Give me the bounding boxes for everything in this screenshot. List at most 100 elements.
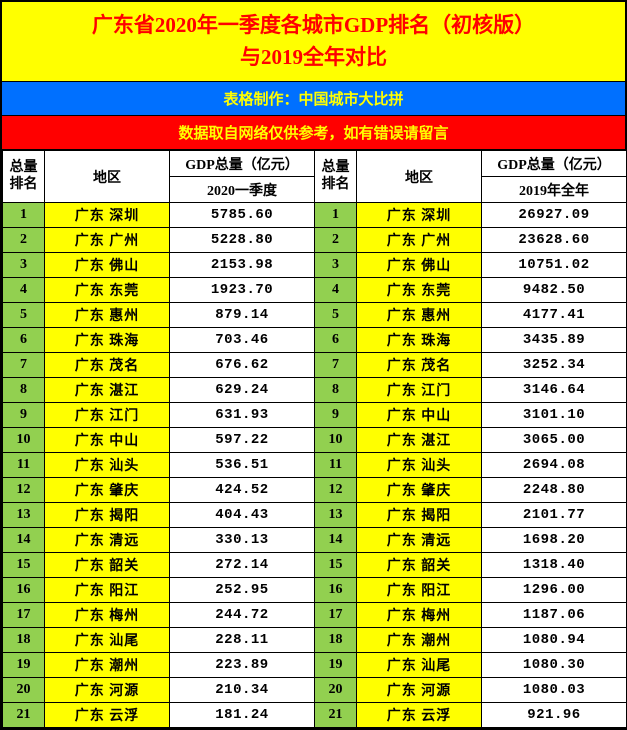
region-cell-right: 广东 揭阳 — [357, 503, 482, 528]
title-line-2: 与2019全年对比 — [6, 42, 621, 74]
region-cell-right: 广东 汕尾 — [357, 653, 482, 678]
gdp-cell-left: 2153.98 — [170, 253, 315, 278]
table-row: 16广东 阳江252.9516广东 阳江1296.00 — [3, 578, 627, 603]
rank-cell-left: 17 — [3, 603, 45, 628]
region-cell-left: 广东 佛山 — [45, 253, 170, 278]
header-period-right: 2019年全年 — [482, 177, 627, 203]
header-period-left: 2020一季度 — [170, 177, 315, 203]
rank-cell-right: 5 — [315, 303, 357, 328]
rank-cell-left: 1 — [3, 203, 45, 228]
gdp-cell-left: 181.24 — [170, 703, 315, 728]
header-region-right: 地区 — [357, 151, 482, 203]
region-cell-left: 广东 惠州 — [45, 303, 170, 328]
gdp-cell-left: 536.51 — [170, 453, 315, 478]
region-cell-left: 广东 汕头 — [45, 453, 170, 478]
region-cell-left: 广东 阳江 — [45, 578, 170, 603]
region-cell-right: 广东 韶关 — [357, 553, 482, 578]
maker-row: 表格制作：中国城市大比拼 — [2, 82, 625, 116]
rank-cell-left: 9 — [3, 403, 45, 428]
table-row: 10广东 中山597.2210广东 湛江3065.00 — [3, 428, 627, 453]
rank-cell-left: 7 — [3, 353, 45, 378]
rank-cell-left: 20 — [3, 678, 45, 703]
gdp-cell-left: 1923.70 — [170, 278, 315, 303]
region-cell-right: 广东 阳江 — [357, 578, 482, 603]
rank-cell-right: 14 — [315, 528, 357, 553]
table-row: 12广东 肇庆424.5212广东 肇庆2248.80 — [3, 478, 627, 503]
gdp-cell-right: 3065.00 — [482, 428, 627, 453]
gdp-cell-left: 703.46 — [170, 328, 315, 353]
region-cell-left: 广东 河源 — [45, 678, 170, 703]
rank-cell-left: 4 — [3, 278, 45, 303]
rank-cell-left: 2 — [3, 228, 45, 253]
gdp-cell-right: 921.96 — [482, 703, 627, 728]
region-cell-right: 广东 惠州 — [357, 303, 482, 328]
region-cell-right: 广东 深圳 — [357, 203, 482, 228]
table-row: 15广东 韶关272.1415广东 韶关1318.40 — [3, 553, 627, 578]
gdp-cell-left: 272.14 — [170, 553, 315, 578]
region-cell-left: 广东 深圳 — [45, 203, 170, 228]
region-cell-right: 广东 茂名 — [357, 353, 482, 378]
rank-cell-left: 13 — [3, 503, 45, 528]
title-block: 广东省2020年一季度各城市GDP排名（初核版） 与2019全年对比 — [2, 2, 625, 82]
gdp-cell-right: 2694.08 — [482, 453, 627, 478]
rank-cell-left: 14 — [3, 528, 45, 553]
table-row: 4广东 东莞1923.704广东 东莞9482.50 — [3, 278, 627, 303]
gdp-cell-left: 5228.80 — [170, 228, 315, 253]
region-cell-left: 广东 东莞 — [45, 278, 170, 303]
gdp-cell-left: 252.95 — [170, 578, 315, 603]
gdp-cell-right: 10751.02 — [482, 253, 627, 278]
gdp-cell-right: 2248.80 — [482, 478, 627, 503]
gdp-cell-right: 26927.09 — [482, 203, 627, 228]
gdp-cell-right: 9482.50 — [482, 278, 627, 303]
region-cell-left: 广东 湛江 — [45, 378, 170, 403]
region-cell-right: 广东 河源 — [357, 678, 482, 703]
table-row: 21广东 云浮181.2421广东 云浮921.96 — [3, 703, 627, 728]
rank-cell-right: 13 — [315, 503, 357, 528]
gdp-cell-right: 23628.60 — [482, 228, 627, 253]
region-cell-right: 广东 中山 — [357, 403, 482, 428]
rank-cell-left: 8 — [3, 378, 45, 403]
gdp-cell-left: 404.43 — [170, 503, 315, 528]
rank-cell-left: 12 — [3, 478, 45, 503]
region-cell-right: 广东 云浮 — [357, 703, 482, 728]
region-cell-right: 广东 珠海 — [357, 328, 482, 353]
header-rank-left: 总量排名 — [3, 151, 45, 203]
table-row: 11广东 汕头536.5111广东 汕头2694.08 — [3, 453, 627, 478]
rank-cell-right: 15 — [315, 553, 357, 578]
region-cell-right: 广东 汕头 — [357, 453, 482, 478]
gdp-ranking-container: 广东省2020年一季度各城市GDP排名（初核版） 与2019全年对比 表格制作：… — [0, 0, 627, 730]
rank-cell-left: 10 — [3, 428, 45, 453]
table-row: 6广东 珠海703.466广东 珠海3435.89 — [3, 328, 627, 353]
rank-cell-right: 10 — [315, 428, 357, 453]
gdp-cell-left: 330.13 — [170, 528, 315, 553]
table-row: 13广东 揭阳404.4313广东 揭阳2101.77 — [3, 503, 627, 528]
rank-cell-right: 17 — [315, 603, 357, 628]
header-gdp-right: GDP总量（亿元） — [482, 151, 627, 177]
region-cell-left: 广东 江门 — [45, 403, 170, 428]
table-body: 1广东 深圳5785.601广东 深圳26927.092广东 广州5228.80… — [3, 203, 627, 728]
table-row: 20广东 河源210.3420广东 河源1080.03 — [3, 678, 627, 703]
rank-cell-left: 19 — [3, 653, 45, 678]
gdp-cell-left: 244.72 — [170, 603, 315, 628]
rank-cell-right: 6 — [315, 328, 357, 353]
table-row: 17广东 梅州244.7217广东 梅州1187.06 — [3, 603, 627, 628]
region-cell-right: 广东 江门 — [357, 378, 482, 403]
gdp-cell-right: 3146.64 — [482, 378, 627, 403]
table-row: 19广东 潮州223.8919广东 汕尾1080.30 — [3, 653, 627, 678]
region-cell-left: 广东 韶关 — [45, 553, 170, 578]
region-cell-left: 广东 中山 — [45, 428, 170, 453]
rank-cell-right: 2 — [315, 228, 357, 253]
rank-cell-right: 18 — [315, 628, 357, 653]
rank-cell-right: 7 — [315, 353, 357, 378]
gdp-cell-right: 1187.06 — [482, 603, 627, 628]
region-cell-left: 广东 揭阳 — [45, 503, 170, 528]
rank-cell-left: 6 — [3, 328, 45, 353]
gdp-cell-left: 223.89 — [170, 653, 315, 678]
region-cell-left: 广东 梅州 — [45, 603, 170, 628]
rank-cell-right: 16 — [315, 578, 357, 603]
gdp-cell-right: 2101.77 — [482, 503, 627, 528]
rank-cell-left: 18 — [3, 628, 45, 653]
table-row: 7广东 茂名676.627广东 茂名3252.34 — [3, 353, 627, 378]
gdp-cell-left: 597.22 — [170, 428, 315, 453]
gdp-table: 总量排名 地区 GDP总量（亿元） 总量排名 地区 GDP总量（亿元） 2020… — [2, 150, 627, 728]
